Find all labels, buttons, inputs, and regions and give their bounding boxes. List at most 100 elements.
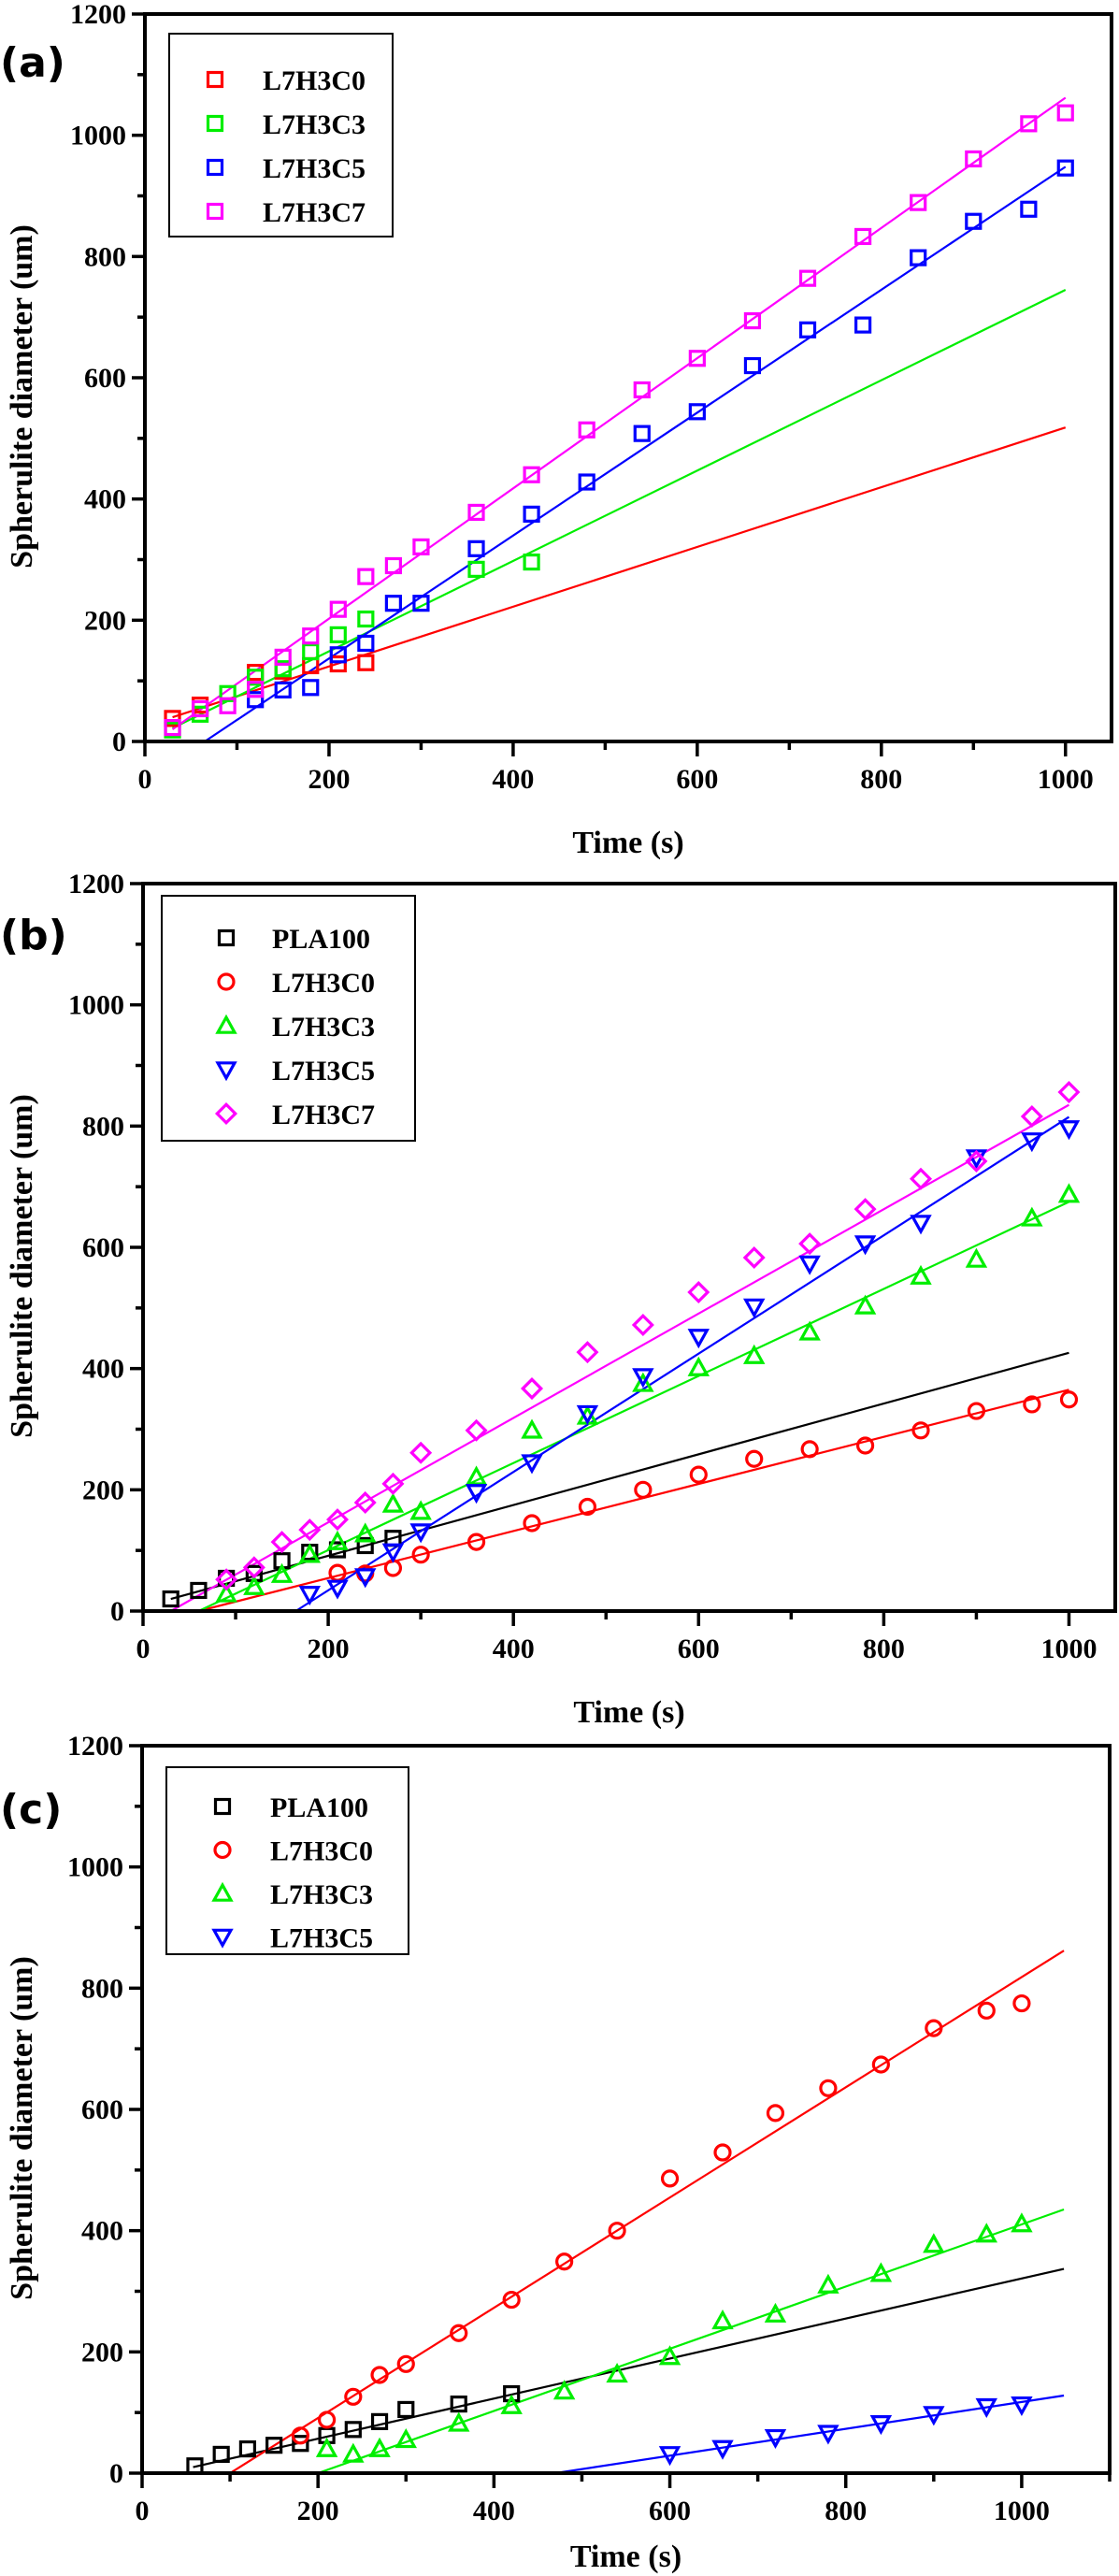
x-tick-label: 200 <box>297 2496 339 2526</box>
panel-a: (a) 0 200 400 600 800 1000 1200 0 200 400 600 800 100… <box>0 0 1113 860</box>
data-point <box>215 1582 237 1603</box>
y-tick-label: 200 <box>81 2337 123 2367</box>
data-point <box>688 403 706 421</box>
data-point <box>298 1586 322 1606</box>
x-axis: 0 200 400 600 800 1000 <box>136 2473 1112 2526</box>
y-tick-label: 400 <box>81 2216 123 2247</box>
data-point <box>353 1522 377 1543</box>
fit-line-l7h3c5 <box>294 1115 1070 1612</box>
data-point <box>356 1536 374 1555</box>
legend-item-l7h3c3: L7H3C3 <box>206 109 366 140</box>
data-point <box>925 2019 943 2037</box>
legend-box <box>168 33 394 237</box>
data-point <box>800 1440 819 1459</box>
data-point <box>910 1264 932 1285</box>
data-point <box>911 1421 930 1440</box>
x-tick-label: 400 <box>492 764 534 795</box>
series-l7h3c0 <box>291 1993 1031 2445</box>
data-point <box>660 2169 680 2188</box>
x-tick-label: 600 <box>676 764 718 795</box>
data-point <box>975 2223 997 2243</box>
data-point <box>162 1590 179 1608</box>
legend-label: L7H3C3 <box>272 1012 375 1043</box>
legend-item-l7h3c0: L7H3C0 <box>217 968 375 999</box>
data-point <box>325 1508 350 1532</box>
y-tick-label: 200 <box>82 1475 124 1505</box>
x-tick-label: 200 <box>308 764 350 795</box>
data-point <box>977 2001 996 2020</box>
y-tick-label: 200 <box>84 605 126 636</box>
y-tick-label: 1000 <box>70 121 126 151</box>
legend-item-l7h3c3: L7H3C3 <box>211 1879 373 1910</box>
y-axis-title: Spherulite diameter (um) <box>5 224 39 568</box>
data-point <box>965 150 983 168</box>
data-point <box>395 2428 417 2449</box>
data-point <box>764 2302 787 2323</box>
data-point <box>164 718 181 737</box>
y-axis: 0 200 400 600 800 1000 1200 <box>68 869 143 1627</box>
x-tick-label: 1000 <box>1040 1633 1097 1664</box>
data-point <box>855 1436 875 1455</box>
fit-line-l7h3c7 <box>171 96 1067 730</box>
fit-line-pla100 <box>193 2267 1065 2468</box>
legend-marker-icon <box>215 1014 237 1034</box>
data-point <box>523 553 540 571</box>
fit-line-l7h3c0 <box>172 426 1067 719</box>
data-point <box>329 600 347 618</box>
data-point <box>910 249 927 266</box>
panel-label: (a) <box>0 39 65 87</box>
data-point <box>467 540 485 557</box>
legend-label: L7H3C0 <box>263 65 366 96</box>
data-point <box>521 1454 543 1475</box>
data-point <box>247 669 265 686</box>
series-l7h3c5 <box>247 159 1074 709</box>
data-point <box>713 2143 732 2162</box>
data-point <box>521 1418 543 1439</box>
y-axis-title: Spherulite diameter (um) <box>5 1956 39 2300</box>
y-tick-label: 1000 <box>67 1852 123 1883</box>
data-point <box>502 2290 521 2310</box>
data-point <box>302 627 320 645</box>
data-point <box>1057 1081 1081 1104</box>
x-tick-label: 600 <box>649 2496 691 2526</box>
data-point <box>450 2395 467 2413</box>
data-point <box>854 1198 877 1221</box>
data-point <box>353 1490 377 1514</box>
data-point <box>764 2428 787 2450</box>
panel-label: (b) <box>0 912 67 959</box>
legend-marker-icon <box>213 1840 232 1860</box>
fit-line-l7h3c5 <box>555 2394 1065 2475</box>
data-point <box>302 642 320 661</box>
panel-c: (c) 0 200 400 600 800 1000 1200 0 200 400 600 800 100… <box>0 1731 1112 2574</box>
data-point <box>242 1556 265 1579</box>
series-l7h3c3 <box>215 1183 1081 1603</box>
x-tick-label: 1000 <box>994 2496 1050 2526</box>
data-point <box>711 2439 734 2460</box>
data-point <box>711 2309 734 2330</box>
data-point <box>632 1372 654 1392</box>
legend-marker-icon <box>206 70 224 89</box>
x-tick-label: 0 <box>136 1633 151 1664</box>
legend-item-l7h3c7: L7H3C7 <box>206 197 366 228</box>
data-point <box>975 2397 997 2418</box>
data-point <box>798 1232 822 1256</box>
y-tick-label: 800 <box>84 241 126 272</box>
data-point <box>817 2425 839 2445</box>
series-pla100 <box>186 2384 521 2475</box>
legend-marker-icon <box>215 1061 237 1082</box>
series-l7h3c7 <box>164 104 1074 737</box>
y-tick-label: 0 <box>110 1596 124 1627</box>
x-tick-label: 200 <box>308 1633 350 1664</box>
series-l7h3c7 <box>215 1081 1081 1591</box>
data-point <box>745 1449 764 1468</box>
data-point <box>1020 115 1038 133</box>
y-tick-label: 0 <box>109 2458 123 2489</box>
data-point <box>247 691 265 709</box>
data-point <box>384 595 402 612</box>
data-point <box>1020 200 1038 218</box>
data-point <box>742 1344 766 1364</box>
data-point <box>500 2394 523 2414</box>
data-point <box>212 2445 230 2464</box>
data-point <box>1012 1993 1031 2013</box>
